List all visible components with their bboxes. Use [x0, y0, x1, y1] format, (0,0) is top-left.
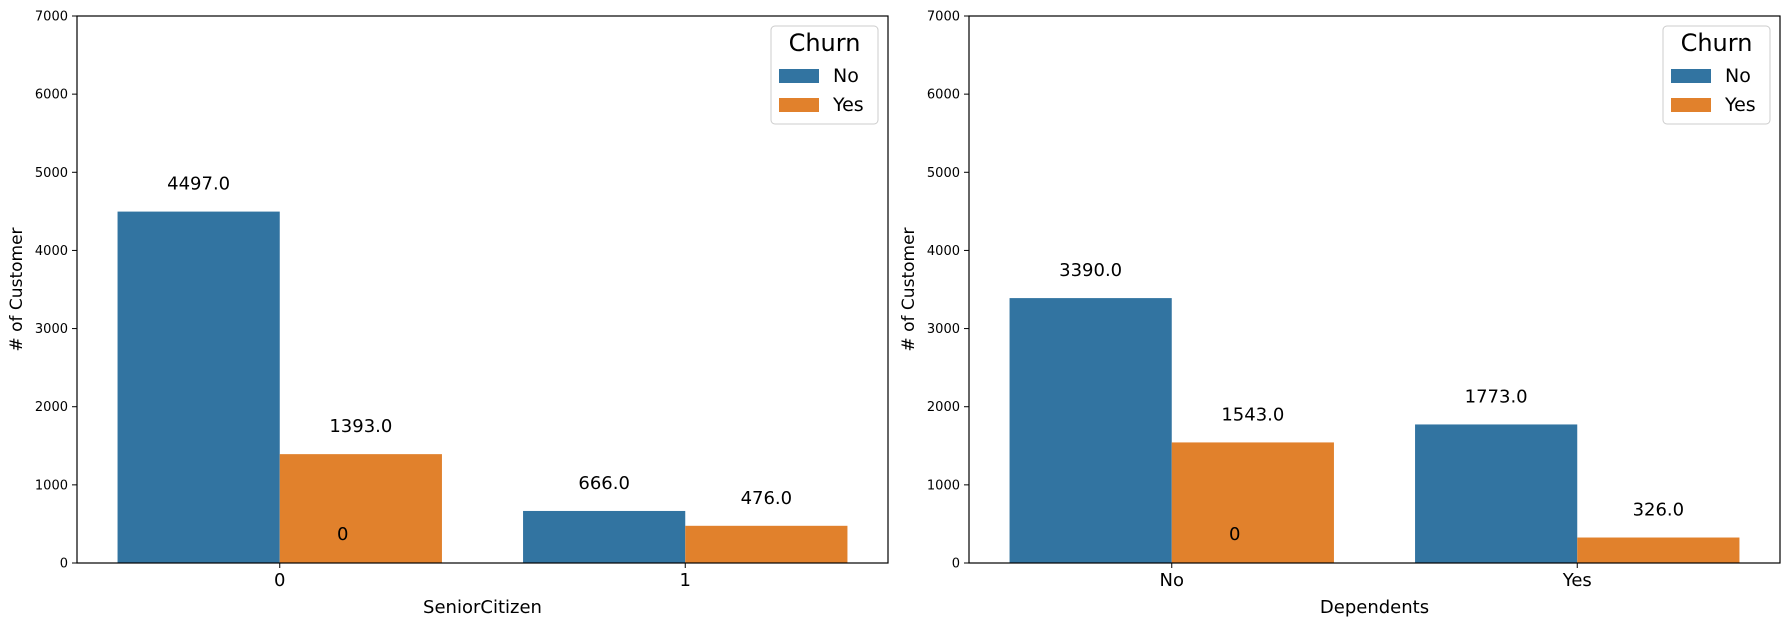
bar-no-0 [117, 211, 280, 564]
axes-frame [968, 15, 1781, 564]
y-tick-label: 7000 [35, 10, 68, 25]
x-tick-label: Yes [1562, 570, 1592, 591]
legend-label-no: No [833, 65, 859, 87]
y-axis-label: # of Customer [7, 227, 27, 351]
extra-annotation: 0 [1229, 524, 1240, 545]
y-tick-label: 0 [60, 557, 68, 572]
y-tick-label: 1000 [35, 478, 68, 493]
bar-yes-1 [685, 525, 848, 563]
bar-value-label: 3390.0 [1059, 260, 1122, 281]
legend-swatch-no [1671, 69, 1711, 83]
legend-label-yes: Yes [1724, 94, 1756, 116]
y-tick-label: 5000 [927, 166, 960, 181]
y-tick-label: 6000 [927, 88, 960, 103]
chart-panel-1: 4497.0 666.0 1393.0 476.0 0 0 1000 2000 3000 4000… [7, 10, 889, 618]
bar-no-0 [1009, 298, 1172, 563]
y-tick-label: 4000 [35, 244, 68, 259]
x-axis-label: SeniorCitizen [423, 597, 542, 618]
y-axis-label: # of Customer [899, 227, 919, 351]
bar-value-label: 1393.0 [329, 416, 392, 437]
bar-value-label: 1773.0 [1465, 386, 1528, 407]
x-tick-label: 1 [680, 570, 691, 591]
x-tick-label: No [1160, 570, 1184, 591]
axes-frame [76, 15, 889, 564]
legend-title: Churn [789, 29, 861, 57]
bar-yes-0 [1171, 442, 1334, 563]
bar-value-label: 476.0 [741, 488, 793, 509]
y-tick-label: 4000 [927, 244, 960, 259]
x-axis-label: Dependents [1320, 597, 1429, 618]
y-tick-label: 2000 [927, 400, 960, 415]
bar-value-label: 4497.0 [167, 174, 230, 195]
chart-panel-2: 3390.0 1773.0 1543.0 326.0 0 0 1000 2000 3000 400… [899, 10, 1781, 618]
legend-label-yes: Yes [832, 94, 864, 116]
y-tick-label: 1000 [927, 478, 960, 493]
y-tick-label: 5000 [35, 166, 68, 181]
bar-no-1 [523, 510, 686, 563]
y-tick-label: 2000 [35, 400, 68, 415]
y-tick-label: 3000 [35, 322, 68, 337]
y-tick-label: 0 [952, 557, 960, 572]
bar-value-label: 326.0 [1633, 500, 1685, 521]
legend-swatch-yes [1671, 98, 1711, 112]
x-tick-label: 0 [274, 570, 285, 591]
legend: Churn No Yes [1662, 25, 1771, 125]
legend-swatch-yes [779, 98, 819, 112]
extra-annotation: 0 [337, 524, 348, 545]
bar-value-label: 666.0 [578, 473, 630, 494]
legend-label-no: No [1725, 65, 1751, 87]
legend: Churn No Yes [770, 25, 879, 125]
bar-yes-1 [1577, 537, 1740, 563]
bar-value-label: 1543.0 [1221, 404, 1284, 425]
y-tick-label: 7000 [927, 10, 960, 25]
bar-no-1 [1415, 424, 1578, 563]
legend-title: Churn [1681, 29, 1753, 57]
legend-swatch-no [779, 69, 819, 83]
y-tick-label: 6000 [35, 88, 68, 103]
y-tick-label: 3000 [927, 322, 960, 337]
bar-yes-0 [279, 454, 442, 563]
